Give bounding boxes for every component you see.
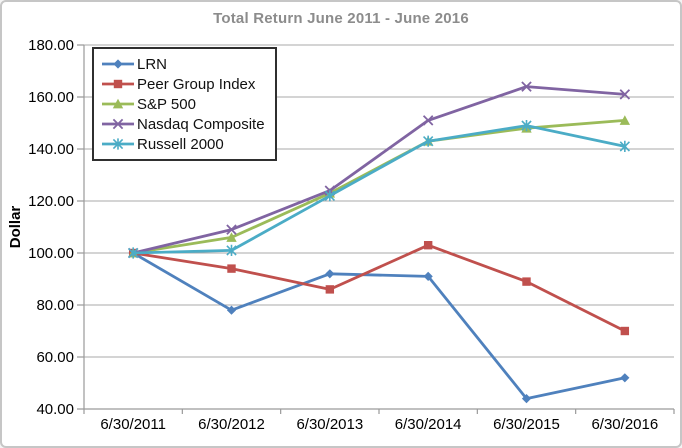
legend-item: LRN xyxy=(101,54,265,74)
x-marker-icon xyxy=(422,115,434,126)
diamond-marker-icon xyxy=(423,271,433,281)
x-marker-icon xyxy=(112,118,124,130)
x-tick-label: 6/30/2013 xyxy=(296,416,363,433)
legend-item-label: S&P 500 xyxy=(137,95,196,113)
square-marker-icon xyxy=(325,285,335,294)
triangle-marker-icon xyxy=(226,232,237,242)
y-tick-label: 60.00 xyxy=(36,349,74,366)
square-marker-icon xyxy=(102,79,134,89)
y-tick-label: 40.00 xyxy=(36,401,74,418)
square-marker-icon xyxy=(113,79,123,89)
x-tick-label: 6/30/2014 xyxy=(395,416,462,433)
legend-item-label: Nasdaq Composite xyxy=(137,115,265,133)
series-line xyxy=(131,85,627,255)
square-marker-icon xyxy=(522,277,531,286)
legend-item: Peer Group Index xyxy=(101,74,265,94)
asterisk-marker-icon xyxy=(112,138,124,150)
triangle-marker-icon xyxy=(102,98,134,109)
asterisk-marker-icon xyxy=(102,138,134,150)
series-line xyxy=(131,243,627,333)
y-tick-label: 140.00 xyxy=(28,141,74,158)
asterisk-marker-icon xyxy=(619,140,630,152)
x-marker-icon xyxy=(521,81,532,92)
legend-item: Nasdaq Composite xyxy=(101,114,265,134)
x-tick-label: 6/30/2016 xyxy=(591,416,658,433)
x-tick-label: 6/30/2012 xyxy=(198,416,265,433)
legend-item-label: LRN xyxy=(137,55,168,73)
legend-item: Russell 2000 xyxy=(101,134,265,154)
y-tick-label: 160.00 xyxy=(28,89,74,106)
y-tick-label: 80.00 xyxy=(36,297,74,314)
series-line xyxy=(131,124,627,255)
legend: LRN Peer Group Index S&P 500 Nasdaq Composi… xyxy=(92,47,277,161)
y-tick-label: 180.00 xyxy=(28,37,74,54)
asterisk-marker-icon xyxy=(128,247,139,259)
diamond-marker-icon xyxy=(325,269,335,279)
square-marker-icon xyxy=(620,326,630,336)
diamond-marker-icon xyxy=(102,59,134,69)
asterisk-marker-icon xyxy=(226,244,237,256)
y-tick-label: 120.00 xyxy=(28,193,74,210)
diamond-marker-icon xyxy=(620,373,630,383)
square-marker-icon xyxy=(227,264,236,273)
asterisk-marker-icon xyxy=(324,190,335,202)
diamond-marker-icon xyxy=(113,59,123,69)
legend-item: S&P 500 xyxy=(101,94,265,114)
triangle-marker-icon xyxy=(112,98,124,109)
series-line xyxy=(131,251,627,401)
x-marker-icon xyxy=(226,224,237,235)
diamond-marker-icon xyxy=(226,305,237,315)
x-marker-icon xyxy=(619,89,631,100)
legend-item-label: Russell 2000 xyxy=(137,135,224,153)
square-marker-icon xyxy=(423,241,433,250)
asterisk-marker-icon xyxy=(423,135,434,147)
legend-item-label: Peer Group Index xyxy=(137,75,256,93)
chart-title: Total Return June 2011 - June 2016 xyxy=(213,10,469,27)
asterisk-marker-icon xyxy=(521,120,532,132)
diamond-marker-icon xyxy=(521,394,532,404)
x-marker-icon xyxy=(102,118,134,130)
x-tick-label: 6/30/2015 xyxy=(493,416,560,433)
y-tick-label: 100.00 xyxy=(28,245,74,262)
triangle-marker-icon xyxy=(619,115,631,125)
x-tick-label: 6/30/2011 xyxy=(100,416,166,433)
